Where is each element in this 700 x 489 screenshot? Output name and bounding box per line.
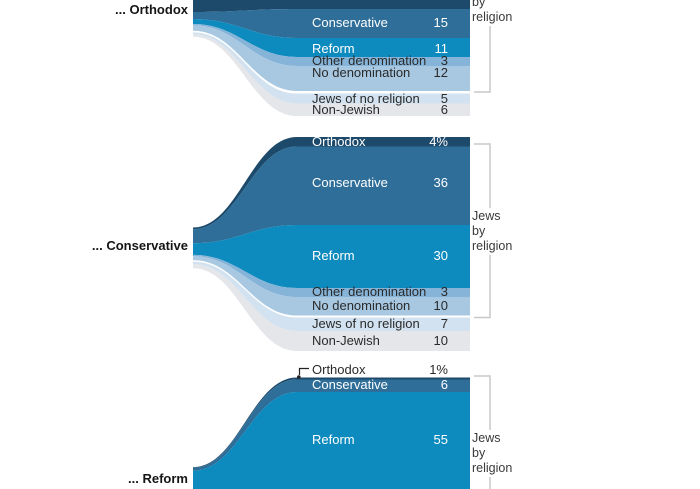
bracket-label-jews-by-religion: Jews by religion [471, 430, 517, 477]
bracket-label-line: religion [472, 10, 513, 24]
row-value-reform: 30 [433, 248, 448, 263]
flow-jews-of-no-religion-band [193, 261, 470, 331]
row-value-orthodox: 4% [429, 134, 448, 149]
bracket-label-jews-by-religion: Jews by religion [471, 0, 517, 26]
flow-non-jewish-band [193, 264, 470, 351]
flow-reform-band [193, 19, 470, 57]
bracket-label-line: religion [472, 239, 513, 253]
flow-other-denomination-band [193, 254, 470, 297]
flow-jews-of-no-religion-band [193, 32, 470, 104]
flow-orthodox-band [193, 137, 470, 230]
row-value-other-denomination: 3 [440, 53, 448, 68]
row-label-reform: Reform [312, 248, 355, 263]
bracket-label-line: Jews [472, 431, 501, 445]
orthodox-callout-dot [297, 375, 301, 379]
row-label-non-jewish: Non-Jewish [312, 102, 380, 117]
row-value-conservative: 6 [440, 377, 448, 392]
bracket-label-line: by [472, 224, 486, 238]
row-value-no-denomination: 10 [433, 298, 448, 313]
row-label-non-jewish: Non-Jewish [312, 333, 380, 348]
flow-no-denomination-band [193, 256, 470, 316]
bracket-label-line: religion [472, 461, 513, 475]
row-label-other-denomination: Other denomination [312, 53, 427, 68]
flow-conservative-band [193, 9, 470, 38]
row-label-no-denomination: No denomination [312, 65, 411, 80]
flow-no-denomination-band [193, 25, 470, 91]
bracket-label-line: by [472, 446, 486, 460]
flow-conservative-band [193, 146, 470, 244]
row-value-reform: 11 [434, 41, 449, 56]
row-value-conservative: 36 [433, 175, 448, 190]
row-value-other-denomination: 3 [440, 284, 448, 299]
row-value-non-jewish: 10 [433, 333, 448, 348]
row-value-jews-of-no-religion: 7 [440, 316, 448, 331]
row-value-non-jewish: 6 [440, 102, 448, 117]
flow-conservative-band [193, 379, 470, 471]
bracket-label-line: Jews [472, 209, 501, 223]
orthodox-callout-line [298, 367, 309, 375]
row-value-orthodox-callout: 1% [429, 362, 448, 377]
source-label-raised-orthodox: ... Orthodox [115, 2, 188, 17]
row-label-conservative: Conservative [312, 15, 388, 30]
row-label-reform: Reform [312, 41, 355, 56]
flow-non-jewish-band [193, 34, 470, 116]
flow-other-denomination-band [193, 24, 470, 66]
row-value-reform: 55 [433, 432, 448, 447]
flow-group-raised-reform [193, 367, 491, 489]
flow-group-raised-orthodox [193, 0, 491, 116]
flow-reform-band [193, 392, 470, 489]
row-label-jews-of-no-religion: Jews of no religion [312, 91, 420, 106]
row-value-no-denomination: 12 [433, 65, 448, 80]
source-label-raised-conservative: ... Conservative [91, 238, 188, 253]
row-label-conservative: Conservative [312, 377, 388, 392]
bracket-label-jews-by-religion: Jews by religion [471, 208, 517, 255]
row-label-other-denomination: Other denomination [312, 284, 427, 299]
row-label-jews-of-no-religion: Jews of no religion [312, 316, 420, 331]
source-label-raised-reform: ... Reform [128, 471, 188, 486]
bracket-label-line: by [472, 0, 486, 9]
row-label-no-denomination: No denomination [312, 298, 411, 313]
row-label-conservative: Conservative [312, 175, 388, 190]
row-value-conservative: 15 [433, 15, 448, 30]
row-value-jews-of-no-religion: 5 [440, 91, 448, 106]
row-label-reform: Reform [312, 432, 355, 447]
row-label-orthodox-callout: Orthodox [312, 362, 366, 377]
flow-reform-band [193, 225, 470, 288]
row-label-orthodox: Orthodox [312, 134, 366, 149]
